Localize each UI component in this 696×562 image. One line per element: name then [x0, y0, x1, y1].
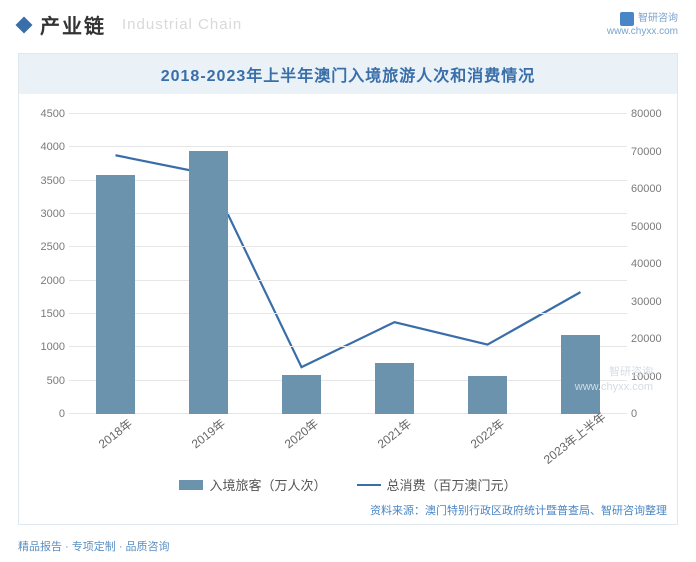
x-label: 2018年: [94, 415, 135, 452]
legend-item-bar: 入境旅客（万人次）: [179, 475, 326, 494]
legend-bar-label: 入境旅客（万人次）: [209, 475, 326, 494]
chart-title: 2018-2023年上半年澳门入境旅游人次和消费情况: [19, 54, 677, 94]
brand-url: www.chyxx.com: [607, 26, 678, 38]
legend-bar-swatch: [179, 480, 203, 490]
line-series: [69, 114, 627, 414]
brand-logo-icon: [620, 12, 634, 26]
legend-line-swatch: [357, 484, 381, 486]
legend: 入境旅客（万人次） 总消费（百万澳门元）: [19, 475, 677, 494]
plot-area: [69, 114, 627, 414]
bar: [561, 335, 600, 414]
chart-card: 2018-2023年上半年澳门入境旅游人次和消费情况 0500100015002…: [18, 53, 678, 525]
legend-line-label: 总消费（百万澳门元）: [387, 475, 517, 494]
x-label: 2020年: [280, 415, 321, 452]
footer-text: 精品报告 · 专项定制 · 品质咨询: [18, 538, 170, 554]
section-title: 产业链: [40, 10, 106, 39]
x-label: 2023年上半年: [539, 408, 608, 467]
bar: [96, 175, 135, 414]
brand-block: 智研咨询 www.chyxx.com: [607, 12, 678, 38]
brand-name: 智研咨询: [638, 13, 678, 25]
x-label: 2019年: [187, 415, 228, 452]
bar: [375, 363, 414, 414]
x-axis-labels: 2018年2019年2020年2021年2022年2023年上半年: [69, 416, 627, 464]
header-left: 产业链 Industrial Chain: [18, 10, 242, 39]
bar: [468, 376, 507, 414]
source-text: 资料来源：澳门特别行政区政府统计暨普查局、智研咨询整理: [370, 502, 667, 518]
page-header: 产业链 Industrial Chain 智研咨询 www.chyxx.com: [0, 0, 696, 45]
bar: [189, 151, 228, 414]
legend-item-line: 总消费（百万澳门元）: [357, 475, 517, 494]
bar: [282, 375, 321, 414]
x-label: 2022年: [466, 415, 507, 452]
diamond-icon: [16, 16, 33, 33]
y-axis-left: 050010001500200025003000350040004500: [21, 114, 69, 414]
section-subtitle: Industrial Chain: [122, 16, 242, 33]
x-label: 2021年: [373, 415, 414, 452]
y-axis-right: 0100002000030000400005000060000700008000…: [627, 114, 675, 414]
